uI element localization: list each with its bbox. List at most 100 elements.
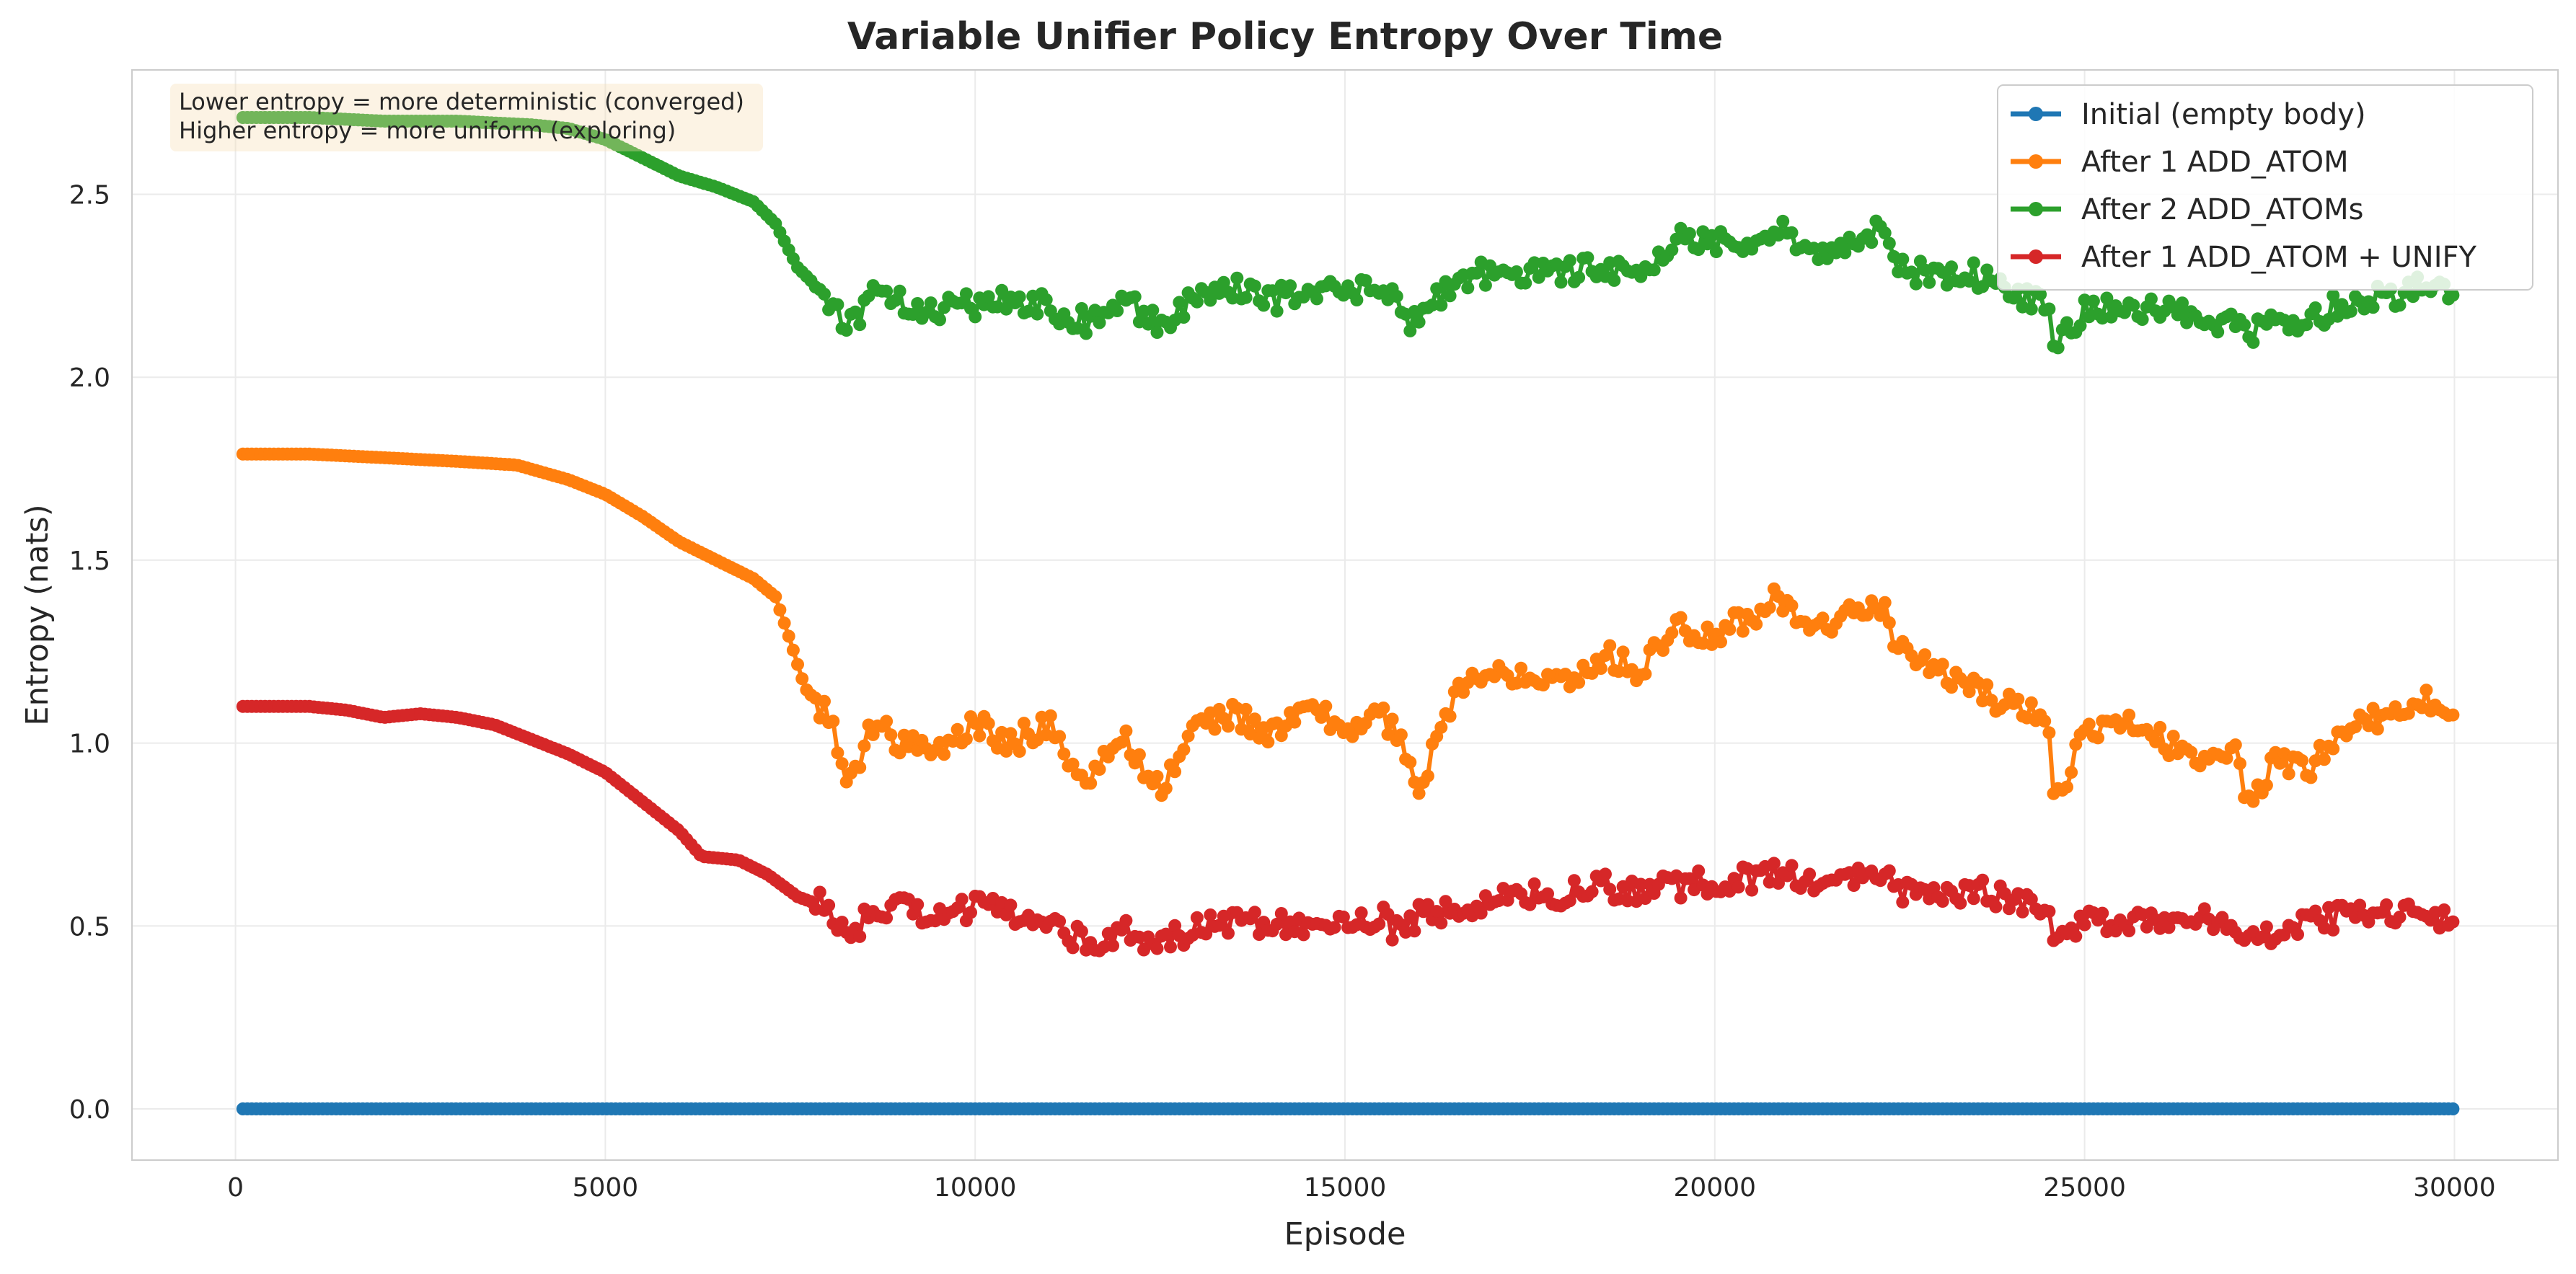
- data-point: [2082, 717, 2096, 731]
- data-point: [1039, 293, 1053, 306]
- data-point: [2069, 929, 2083, 943]
- data-point: [1181, 729, 1195, 743]
- data-point: [1878, 596, 1892, 609]
- data-point: [1119, 914, 1133, 927]
- data-point: [1878, 226, 1892, 240]
- data-point: [1936, 658, 1949, 671]
- data-point: [1403, 324, 1417, 337]
- data-point: [955, 893, 969, 906]
- y-tick-label: 0.0: [69, 1095, 110, 1125]
- data-point: [1434, 720, 1448, 734]
- data-point: [1594, 662, 1607, 675]
- data-point: [1572, 676, 1586, 689]
- data-point: [1390, 290, 1403, 303]
- data-point: [1945, 681, 1958, 694]
- data-point: [2073, 319, 2087, 332]
- data-point: [1567, 874, 1581, 888]
- data-point: [853, 318, 867, 332]
- data-point: [1434, 916, 1448, 930]
- data-point: [2326, 923, 2340, 937]
- data-point: [911, 297, 925, 310]
- data-point: [1785, 859, 1799, 872]
- data-point: [822, 898, 836, 912]
- data-point: [1701, 620, 1714, 634]
- data-point: [1865, 236, 1879, 249]
- data-point: [973, 729, 987, 743]
- data-point: [2051, 341, 2065, 355]
- data-point: [1461, 281, 1475, 295]
- data-point: [2038, 715, 2052, 728]
- data-point: [2140, 920, 2153, 934]
- data-point: [2282, 767, 2295, 781]
- x-tick-label: 5000: [573, 1173, 639, 1203]
- data-point: [1861, 609, 1874, 621]
- data-point: [1222, 720, 1235, 733]
- data-point: [2366, 702, 2380, 715]
- data-point: [2060, 316, 2073, 329]
- data-point: [1372, 917, 1386, 931]
- data-point: [1080, 327, 1093, 340]
- legend-marker: [2029, 154, 2043, 169]
- data-point: [995, 283, 1009, 297]
- data-point: [1430, 282, 1444, 296]
- data-point: [2034, 288, 2047, 301]
- data-point: [835, 757, 849, 771]
- data-point: [969, 310, 982, 324]
- data-point: [2349, 720, 2362, 734]
- data-point: [2246, 795, 2260, 808]
- data-point: [2180, 316, 2194, 329]
- data-point: [1980, 678, 1994, 691]
- data-point: [1053, 914, 1067, 928]
- data-point: [1248, 712, 1261, 726]
- data-point: [1923, 275, 1936, 289]
- data-point: [1093, 763, 1106, 777]
- data-point: [2370, 722, 2384, 736]
- data-point: [2393, 298, 2407, 312]
- data-point: [2024, 696, 2038, 709]
- data-point: [1470, 266, 1483, 280]
- legend-marker: [2029, 249, 2043, 264]
- data-point: [1607, 273, 1621, 287]
- data-point: [1954, 896, 1967, 910]
- series-1: [236, 447, 2460, 808]
- data-point: [1031, 307, 1044, 321]
- data-point: [818, 287, 831, 301]
- data-point: [1896, 252, 1910, 266]
- data-point: [2011, 692, 2025, 706]
- data-point: [1204, 293, 1217, 307]
- data-point: [1714, 635, 1727, 649]
- data-point: [1980, 263, 1994, 277]
- data-point: [1284, 279, 1297, 293]
- data-point: [1896, 895, 1910, 909]
- data-point: [2091, 731, 2105, 745]
- data-point: [1150, 769, 1164, 783]
- data-point: [1146, 304, 1160, 317]
- data-point: [1239, 702, 1253, 716]
- data-point: [880, 911, 894, 925]
- data-point: [2393, 911, 2407, 924]
- data-point: [1328, 921, 1341, 934]
- data-point: [2238, 318, 2251, 332]
- series-layer: [236, 111, 2460, 1115]
- data-point: [1128, 290, 1142, 304]
- data-point: [1053, 730, 1067, 743]
- data-point: [2171, 308, 2184, 322]
- data-point: [1674, 611, 1688, 624]
- data-point: [2317, 753, 2331, 766]
- data-point: [982, 290, 995, 304]
- data-point: [2304, 771, 2318, 784]
- data-point: [2291, 928, 2304, 941]
- legend-items: Initial (empty body) After 1 ADD_ATOM Afte…: [2011, 98, 2477, 274]
- data-point: [950, 722, 964, 736]
- data-point: [880, 284, 894, 298]
- data-point: [1709, 245, 1723, 259]
- data-point: [2197, 902, 2211, 916]
- data-point: [1616, 645, 1630, 659]
- y-tick-label: 1.5: [69, 547, 110, 576]
- data-point: [1803, 867, 1817, 881]
- data-point: [773, 603, 787, 616]
- data-point: [1359, 274, 1372, 288]
- data-point: [1119, 724, 1133, 738]
- data-point: [1599, 867, 1612, 881]
- data-point: [1190, 911, 1204, 924]
